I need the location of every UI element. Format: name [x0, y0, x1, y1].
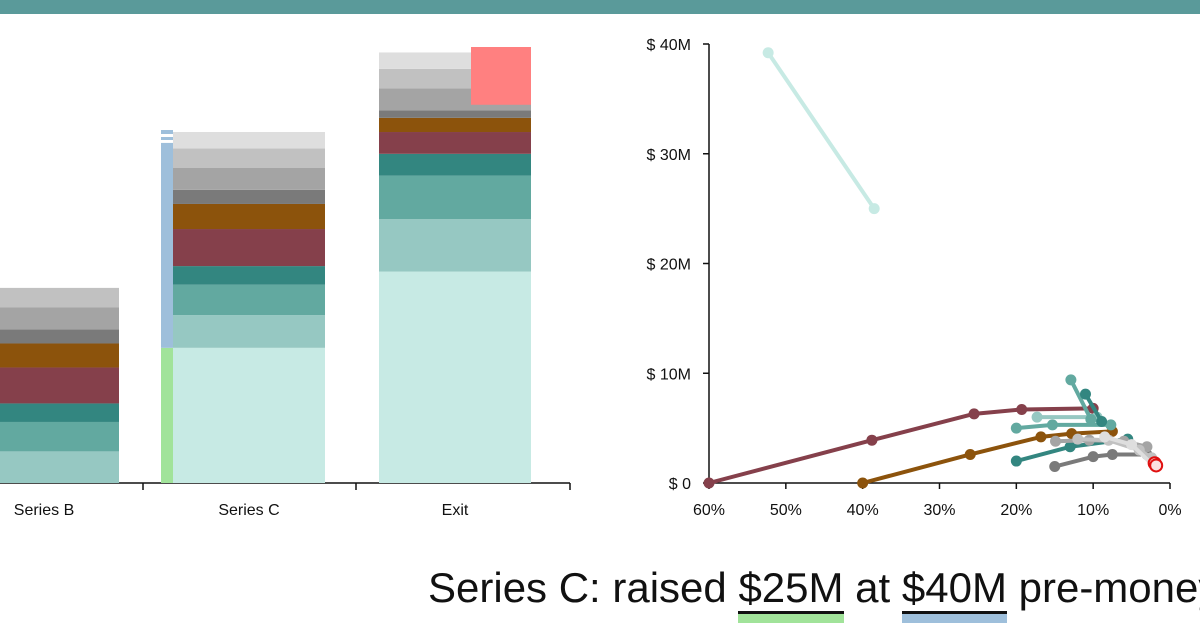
top-accent-bar — [0, 0, 1200, 14]
series-point-investor-b-0 — [857, 477, 869, 489]
stacked-bar-chart: Series B Series C Exit — [0, 47, 571, 519]
bar-category-label-1: Series C — [218, 502, 279, 519]
series-point-investor-b-2 — [1035, 431, 1047, 443]
caption-part2: at — [843, 564, 902, 611]
series-point-option-pool-1-1 — [1087, 451, 1099, 463]
bar-segment-series-c-early-1 — [173, 284, 325, 316]
bar-segment-series-c-founder-2 — [173, 315, 325, 348]
exit-extra-value-bar — [471, 47, 531, 105]
caption-pre-money-highlight — [901, 614, 1007, 623]
bar-segment-series-b-early-2 — [0, 403, 119, 422]
caption-part1: Series C: raised — [428, 564, 739, 611]
caption-part3: pre-money — [1006, 564, 1200, 611]
x-tick-label-6: 0% — [1158, 502, 1181, 519]
series-point-option-pool-2-0 — [1050, 435, 1062, 447]
bar-segment-series-b-investor-a — [0, 367, 119, 404]
series-line-early-1b — [1068, 377, 1093, 422]
highlight-point-1 — [1149, 458, 1164, 473]
series-point-investor-b-1 — [964, 448, 976, 460]
ownership-value-chart: 60% 50% 40% 30% 20% 10% 0% $ 0 $ 10M $ 20M $ 30M $ … — [647, 37, 1182, 519]
series-point-option-pool-1-2 — [1106, 448, 1118, 460]
series-point-investor-a-0 — [703, 477, 715, 489]
bar-segment-series-c-investor-a — [173, 229, 325, 267]
bar-segment-series-c-option-pool-2 — [173, 167, 325, 190]
bar-segment-exit-founder-1 — [379, 271, 531, 483]
series-point-option-pool-3-0 — [1072, 433, 1084, 445]
x-tick-label-1: 50% — [770, 502, 802, 519]
series-point-early-2b-0 — [1010, 455, 1022, 467]
caption-pre-money-underline — [901, 611, 1007, 614]
bar-segment-series-b-early-1 — [0, 421, 119, 452]
series-point-option-pool-4-0 — [1099, 431, 1111, 443]
caption-amount-highlight — [738, 614, 844, 623]
x-tick-label-2: 40% — [847, 502, 879, 519]
bar-segment-series-b-option-pool-2 — [0, 307, 119, 330]
bar-segment-series-c-early-2 — [173, 266, 325, 285]
raise-new-money-bar — [161, 347, 173, 483]
bar-segment-series-b-option-pool-3 — [0, 287, 119, 308]
bar-segment-series-c-option-pool-3 — [173, 148, 325, 168]
series-line-early-1 — [1014, 422, 1113, 431]
x-tick-label-5: 10% — [1077, 502, 1109, 519]
raise-pre-money-cap-1 — [161, 130, 173, 134]
caption: Series C: raised $25M at $40M pre-money — [428, 564, 1200, 623]
y-tick-label-3: $ 30M — [647, 147, 691, 164]
x-tick-label-3: 30% — [923, 502, 955, 519]
series-point-early-1-0 — [1010, 422, 1022, 434]
bar-segment-exit-early-2 — [379, 153, 531, 176]
bar-segment-series-c-investor-b — [173, 203, 325, 230]
bar-category-label-0: Series B — [14, 502, 74, 519]
series-point-investor-a-1 — [866, 434, 878, 446]
caption-amount-underline — [738, 611, 844, 614]
bar-segment-series-c-option-pool-4 — [173, 132, 325, 149]
series-point-investor-a-2 — [968, 408, 980, 420]
caption-pre-money: $40M — [901, 564, 1007, 623]
series-point-founder-1-0 — [762, 47, 774, 59]
bar-segment-exit-early-1 — [379, 175, 531, 220]
series-point-investor-a-3 — [1016, 403, 1028, 415]
y-tick-label-4: $ 40M — [647, 37, 691, 54]
y-tick-label-1: $ 10M — [647, 366, 691, 383]
bar-segment-exit-investor-a — [379, 132, 531, 154]
bar-segment-series-b-investor-b — [0, 343, 119, 368]
x-tick-label-4: 20% — [1000, 502, 1032, 519]
series-point-early-2-1 — [1096, 416, 1108, 428]
bar-segment-exit-option-pool-1 — [379, 110, 531, 118]
series-point-founder-2-0 — [1031, 411, 1043, 423]
series-point-option-pool-4-1 — [1126, 439, 1138, 451]
series-line-founder-1 — [766, 50, 877, 211]
raise-pre-money-bar — [161, 142, 173, 348]
bar-segment-series-b-option-pool-1 — [0, 329, 119, 344]
bar-segment-exit-investor-b — [379, 117, 531, 133]
caption-amount-raised-text: $25M — [738, 564, 844, 611]
series-line-option-pool-1 — [1052, 452, 1149, 469]
series-point-option-pool-1-0 — [1049, 461, 1061, 473]
series-point-founder-1-1 — [868, 203, 880, 215]
bar-segment-series-c-founder-1 — [173, 347, 325, 483]
x-tick-label-0: 60% — [693, 502, 725, 519]
series-point-early-1b-1 — [1085, 413, 1097, 425]
y-tick-label-0: $ 0 — [669, 476, 691, 493]
caption-amount-raised: $25M — [738, 564, 844, 623]
bar-segment-exit-founder-2 — [379, 219, 531, 272]
bar-category-label-2: Exit — [442, 502, 469, 519]
series-point-early-2-0 — [1079, 388, 1091, 400]
series-point-early-1b-0 — [1065, 374, 1077, 386]
series-point-early-1-2 — [1105, 419, 1117, 431]
caption-pre-money-text: $40M — [901, 564, 1007, 611]
y-tick-label-2: $ 20M — [647, 257, 691, 274]
bar-segment-series-c-option-pool-1 — [173, 189, 325, 204]
bar-segment-series-b-founder-2 — [0, 451, 119, 483]
series-line-option-pool-3 — [1075, 437, 1154, 460]
series-point-early-1-1 — [1046, 419, 1058, 431]
series-point-early-2b-1 — [1064, 441, 1076, 453]
raise-pre-money-cap-2 — [161, 137, 173, 140]
